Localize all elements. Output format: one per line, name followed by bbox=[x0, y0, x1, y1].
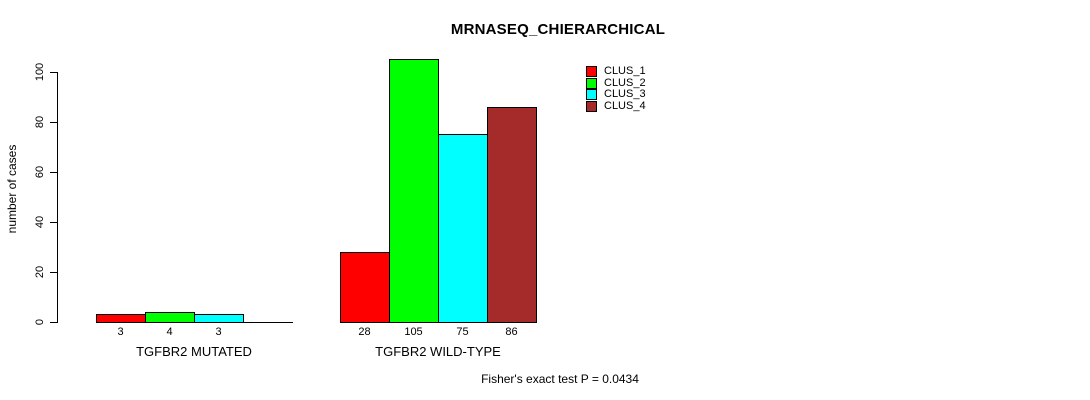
legend-label: CLUS_4 bbox=[604, 99, 646, 112]
legend-label: CLUS_1 bbox=[604, 65, 646, 77]
bar-clus-4 bbox=[487, 107, 537, 323]
bar-clus-1 bbox=[96, 314, 146, 323]
legend-item: CLUS_4 bbox=[586, 99, 646, 113]
bar-value-label: 75 bbox=[456, 326, 469, 338]
y-axis-line bbox=[57, 72, 58, 323]
legend-item: CLUS_1 bbox=[586, 65, 646, 78]
y-axis-tick bbox=[50, 72, 57, 73]
y-axis-label: number of cases bbox=[5, 144, 19, 234]
bar-clus-3 bbox=[438, 134, 488, 323]
y-axis-tick-label: 40 bbox=[34, 215, 46, 229]
y-axis-tick-label: 60 bbox=[34, 165, 46, 179]
x-group-label: TGFBR2 WILD-TYPE bbox=[375, 344, 501, 359]
bar-value-label: 3 bbox=[215, 326, 222, 338]
legend-color-swatch bbox=[586, 66, 597, 78]
legend-color-swatch bbox=[586, 100, 597, 112]
y-axis-tick bbox=[50, 222, 57, 223]
bar-value-label: 4 bbox=[166, 326, 173, 338]
legend: CLUS_1 CLUS_2 CLUS_3 CLUS_4 bbox=[586, 65, 646, 113]
y-axis-tick bbox=[50, 272, 57, 273]
legend-color-swatch bbox=[586, 89, 597, 101]
y-axis-tick-label: 80 bbox=[34, 115, 46, 129]
y-axis-tick-label: 100 bbox=[34, 62, 46, 82]
bar-value-label: 86 bbox=[505, 326, 518, 338]
chart-title: MRNASEQ_CHIERARCHICAL bbox=[450, 21, 666, 38]
bar-clus-1 bbox=[340, 252, 390, 323]
legend-color-swatch bbox=[586, 77, 597, 89]
footnote: Fisher's exact test P = 0.0434 bbox=[481, 372, 639, 386]
y-axis-tick bbox=[50, 122, 57, 123]
legend-item: CLUS_2 bbox=[586, 76, 646, 90]
x-group-label: TGFBR2 MUTATED bbox=[136, 344, 252, 359]
y-axis-tick-label: 0 bbox=[34, 318, 46, 326]
legend-item: CLUS_3 bbox=[586, 88, 646, 101]
y-axis-tick bbox=[50, 172, 57, 173]
legend-label: CLUS_3 bbox=[604, 88, 646, 100]
bar-value-label: 105 bbox=[404, 326, 423, 338]
y-axis-tick bbox=[50, 322, 57, 323]
bar-clus-2 bbox=[145, 312, 195, 323]
bar-value-label: 3 bbox=[117, 326, 124, 338]
bar-clus-3 bbox=[194, 314, 244, 323]
bar-value-label: 28 bbox=[358, 326, 371, 338]
y-axis-tick-label: 20 bbox=[34, 265, 46, 279]
bar-clus-2 bbox=[389, 59, 439, 323]
legend-label: CLUS_2 bbox=[604, 76, 646, 89]
